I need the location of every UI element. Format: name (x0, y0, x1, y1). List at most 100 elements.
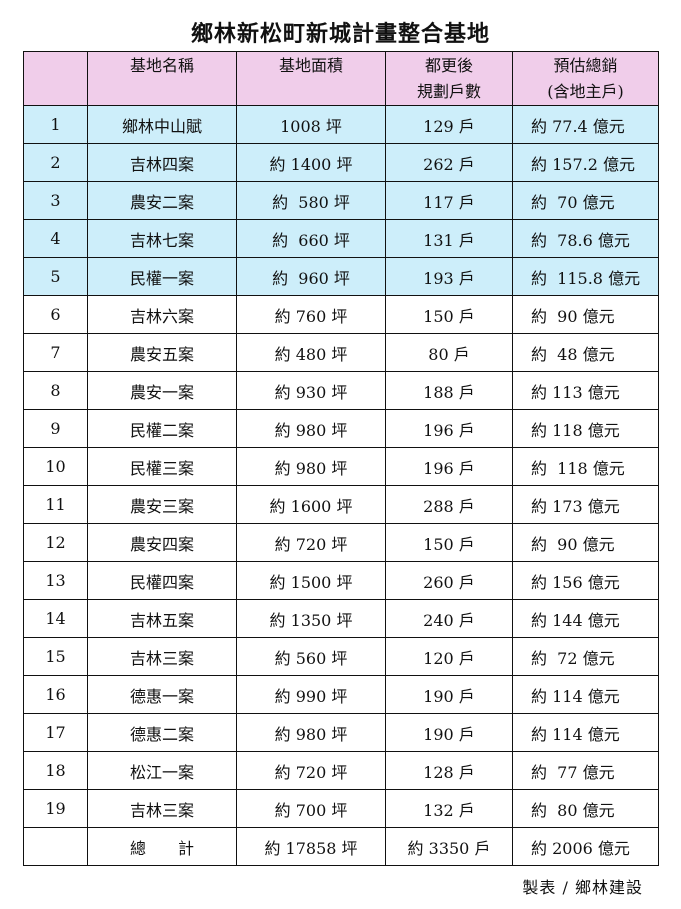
cell-no: 5 (23, 257, 88, 296)
table-row: 13 民權四案約 1500 坪 260 戶約 156 億元 (23, 561, 659, 600)
cell-units: 190 戶 (385, 713, 513, 752)
table-row: 11 農安三案約 1600 坪 288 戶約 173 億元 (23, 485, 659, 524)
header-area: 基地面積 (236, 51, 386, 106)
cell-units: 131 戶 (385, 219, 513, 258)
cell-units: 150 戶 (385, 295, 513, 334)
cell-area: 約 1600 坪 (236, 485, 386, 524)
page-title: 鄉林新松町新城計畫整合基地 (190, 22, 490, 47)
header-sales: 預估總銷 (含地主戶) (512, 51, 659, 106)
cell-name: 吉林五案 (87, 599, 237, 638)
cell-sales: 約 118 億元 (512, 447, 659, 486)
table-row: 8 農安一案約 930 坪 188 戶約 113 億元 (23, 371, 659, 410)
cell-name: 鄉林中山賦 (87, 105, 237, 144)
cell-area: 約 980 坪 (236, 713, 386, 752)
cell-no: 19 (23, 789, 88, 828)
cell-units: 240 戶 (385, 599, 513, 638)
cell-units: 129 戶 (385, 105, 513, 144)
cell-area: 約 990 坪 (236, 675, 386, 714)
cell-units: 288 戶 (385, 485, 513, 524)
cell-units: 196 戶 (385, 409, 513, 448)
header-no (23, 51, 88, 106)
header-name: 基地名稱 (87, 51, 237, 106)
table-row: 6 吉林六案約 760 坪 150 戶約 90 億元 (23, 295, 659, 334)
cell-name: 德惠一案 (87, 675, 237, 714)
cell-name: 民權一案 (87, 257, 237, 296)
cell-no: 1 (23, 105, 88, 144)
cell-sales: 約 114 億元 (512, 713, 659, 752)
cell-area: 約 960 坪 (236, 257, 386, 296)
cell-sales: 約 173 億元 (512, 485, 659, 524)
cell-no: 8 (23, 371, 88, 410)
cell-no: 18 (23, 751, 88, 790)
cell-units: 188 戶 (385, 371, 513, 410)
sites-table: 基地名稱 基地面積 都更後 規劃戶數 預估總銷 (含地主戶) 1 鄉林中山賦 1008 坪… (23, 51, 659, 866)
cell-name: 民權四案 (87, 561, 237, 600)
cell-area: 約 1350 坪 (236, 599, 386, 638)
cell-name: 德惠二案 (87, 713, 237, 752)
total-units: 約 3350 戶 (385, 827, 513, 866)
cell-area: 約 720 坪 (236, 751, 386, 790)
cell-no: 9 (23, 409, 88, 448)
cell-area: 約 760 坪 (236, 295, 386, 334)
cell-area: 約 1500 坪 (236, 561, 386, 600)
cell-sales: 約 70 億元 (512, 181, 659, 220)
cell-units: 150 戶 (385, 523, 513, 562)
cell-no: 4 (23, 219, 88, 258)
cell-name: 吉林七案 (87, 219, 237, 258)
table-row: 14 吉林五案約 1350 坪 240 戶約 144 億元 (23, 599, 659, 638)
table-row: 9 民權二案約 980 坪 196 戶約 118 億元 (23, 409, 659, 448)
total-label: 總 計 (87, 827, 237, 866)
table-row: 5 民權一案約 960 坪 193 戶約 115.8 億元 (23, 257, 659, 296)
cell-units: 260 戶 (385, 561, 513, 600)
cell-sales: 約 90 億元 (512, 523, 659, 562)
cell-no: 6 (23, 295, 88, 334)
total-area: 約 17858 坪 (236, 827, 386, 866)
cell-sales: 約 80 億元 (512, 789, 659, 828)
cell-name: 民權三案 (87, 447, 237, 486)
table-row: 1 鄉林中山賦 1008 坪 129 戶約 77.4 億元 (23, 105, 659, 144)
cell-name: 吉林三案 (87, 637, 237, 676)
cell-area: 約 660 坪 (236, 219, 386, 258)
table-row: 17 德惠二案約 980 坪 190 戶約 114 億元 (23, 713, 659, 752)
header-units: 都更後 規劃戶數 (385, 51, 513, 106)
total-row: 總 計約 17858 坪約 3350 戶約 2006 億元 (23, 827, 659, 866)
cell-no: 7 (23, 333, 88, 372)
cell-no: 10 (23, 447, 88, 486)
cell-no: 17 (23, 713, 88, 752)
cell-area: 約 480 坪 (236, 333, 386, 372)
table-row: 10 民權三案約 980 坪 196 戶約 118 億元 (23, 447, 659, 486)
cell-sales: 約 90 億元 (512, 295, 659, 334)
cell-sales: 約 115.8 億元 (512, 257, 659, 296)
cell-units: 193 戶 (385, 257, 513, 296)
cell-sales: 約 114 億元 (512, 675, 659, 714)
table-row: 16 德惠一案約 990 坪 190 戶約 114 億元 (23, 675, 659, 714)
cell-units: 132 戶 (385, 789, 513, 828)
cell-units: 196 戶 (385, 447, 513, 486)
cell-units: 128 戶 (385, 751, 513, 790)
table-row: 3 農安二案約 580 坪 117 戶約 70 億元 (23, 181, 659, 220)
table-row: 12 農安四案約 720 坪 150 戶約 90 億元 (23, 523, 659, 562)
cell-no: 13 (23, 561, 88, 600)
cell-sales: 約 156 億元 (512, 561, 659, 600)
cell-sales: 約 113 億元 (512, 371, 659, 410)
cell-area: 約 720 坪 (236, 523, 386, 562)
cell-sales: 約 118 億元 (512, 409, 659, 448)
cell-sales: 約 72 億元 (512, 637, 659, 676)
cell-name: 吉林三案 (87, 789, 237, 828)
table-header-row: 基地名稱 基地面積 都更後 規劃戶數 預估總銷 (含地主戶) (23, 51, 659, 106)
cell-sales: 約 157.2 億元 (512, 143, 659, 182)
cell-no: 15 (23, 637, 88, 676)
cell-units: 117 戶 (385, 181, 513, 220)
table-row: 4 吉林七案約 660 坪 131 戶約 78.6 億元 (23, 219, 659, 258)
total-empty (23, 827, 88, 866)
cell-no: 16 (23, 675, 88, 714)
cell-no: 2 (23, 143, 88, 182)
cell-area: 約 980 坪 (236, 447, 386, 486)
cell-area: 約 580 坪 (236, 181, 386, 220)
cell-units: 190 戶 (385, 675, 513, 714)
cell-name: 農安三案 (87, 485, 237, 524)
cell-area: 約 560 坪 (236, 637, 386, 676)
total-sales: 約 2006 億元 (512, 827, 659, 866)
cell-name: 農安一案 (87, 371, 237, 410)
cell-no: 14 (23, 599, 88, 638)
